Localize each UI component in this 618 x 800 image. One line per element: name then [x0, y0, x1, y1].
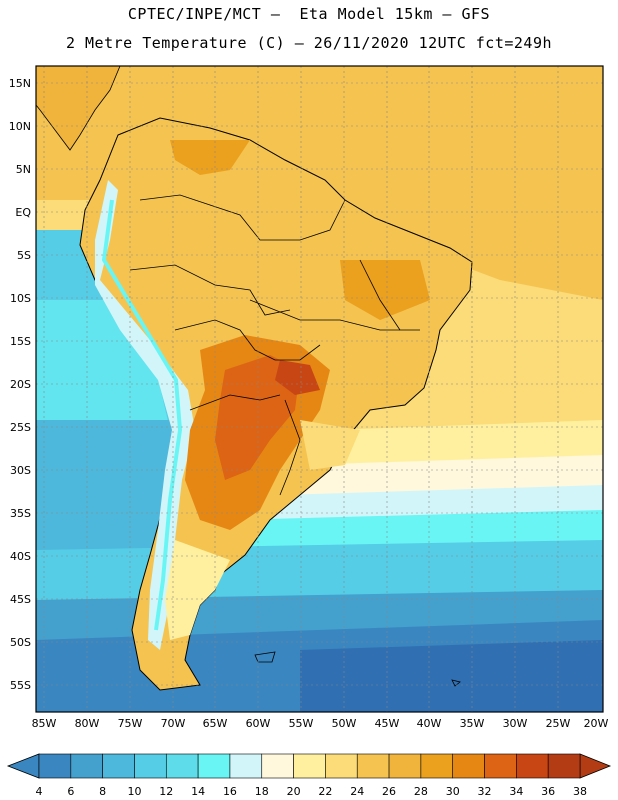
- lat-label: 5S: [17, 249, 31, 262]
- colorbar-cell: [197, 753, 231, 779]
- central-america: [36, 66, 121, 151]
- lat-label: 50S: [10, 636, 31, 649]
- andes-cold: [95, 180, 195, 650]
- map-frame: [35, 65, 604, 713]
- colorbar-label: 28: [414, 785, 428, 798]
- lat-label: 30S: [10, 464, 31, 477]
- lon-label: 60W: [246, 717, 271, 730]
- northern-warm: [170, 140, 250, 175]
- ocean-south-band-4: [300, 640, 603, 712]
- colorbar-cell: [102, 753, 135, 779]
- colorbar-cell: [516, 753, 549, 779]
- lat-label: 25S: [10, 421, 31, 434]
- lat-label: EQ: [15, 206, 31, 219]
- colorbar-label: 8: [99, 785, 106, 798]
- map-title: CPTEC/INPE/MCT – Eta Model 15km – GFS: [127, 5, 491, 23]
- falkland-islands: [254, 651, 276, 663]
- latitude-labels: 15N 10N 5N EQ 5S 10S 15S 20S 25S 30S 35S…: [9, 77, 32, 692]
- colorbar-cell: [325, 753, 358, 779]
- lat-label: 20S: [10, 378, 31, 391]
- lat-label: 5N: [16, 163, 31, 176]
- colorbar-cell: [261, 753, 294, 779]
- lat-label: 10N: [9, 120, 31, 133]
- colorbar-label: 12: [159, 785, 173, 798]
- lon-label: 70W: [161, 717, 186, 730]
- colorbar-label: 34: [509, 785, 523, 798]
- lon-label: 50W: [332, 717, 357, 730]
- south-brazil: [300, 420, 360, 470]
- colorbar-label: 20: [287, 785, 301, 798]
- colorbar-label: 22: [318, 785, 332, 798]
- lon-label: 20W: [584, 717, 609, 730]
- colorbar-cell: [165, 753, 199, 779]
- lon-label: 40W: [417, 717, 442, 730]
- colorbar-label: 14: [191, 785, 205, 798]
- colorbar-label: 10: [127, 785, 141, 798]
- very-hot-region: [215, 355, 300, 480]
- colorbar-cell: [420, 753, 454, 779]
- lat-label: 10S: [10, 292, 31, 305]
- colorbar-label: 26: [382, 785, 396, 798]
- lon-label: 30W: [503, 717, 528, 730]
- colorbar-label: 4: [36, 785, 43, 798]
- colorbar-cell: [388, 753, 422, 779]
- lon-label: 75W: [118, 717, 143, 730]
- lon-label: 35W: [460, 717, 485, 730]
- lat-label: 35S: [10, 507, 31, 520]
- map-subtitle: 2 Metre Temperature (C) – 26/11/2020 12U…: [65, 34, 553, 52]
- colorbar-label: 32: [478, 785, 492, 798]
- colorbar: 4 6 8 10 12 14 16 18 20 22 24 26 28 30 32 34 36 38: [6, 753, 612, 798]
- colorbar-cell: [38, 753, 72, 779]
- colorbar-label: 24: [350, 785, 364, 798]
- lat-label: 15N: [9, 77, 31, 90]
- colorbar-label: 18: [255, 785, 269, 798]
- lat-label: 15S: [10, 335, 31, 348]
- colorbar-low-arrow: [6, 753, 40, 779]
- longitude-labels: 85W 80W 75W 70W 65W 60W 55W 50W 45W 40W …: [32, 717, 609, 730]
- lon-label: 55W: [289, 717, 314, 730]
- colorbar-cell: [229, 753, 263, 779]
- colorbar-label: 30: [446, 785, 460, 798]
- lon-label: 45W: [375, 717, 400, 730]
- colorbar-cell: [452, 753, 485, 779]
- country-borders: [129, 194, 420, 496]
- hottest-core: [275, 360, 320, 395]
- lon-label: 65W: [203, 717, 228, 730]
- colorbar-cell: [70, 753, 103, 779]
- colorbar-cell: [134, 753, 167, 779]
- lon-label: 85W: [32, 717, 57, 730]
- lat-label: 40S: [10, 550, 31, 563]
- lon-label: 80W: [75, 717, 100, 730]
- colorbar-cell: [293, 753, 326, 779]
- lat-label: 55S: [10, 679, 31, 692]
- colorbar-cell: [484, 753, 517, 779]
- colorbar-label: 38: [573, 785, 587, 798]
- south-georgia: [451, 679, 461, 687]
- northeast-warm: [340, 260, 430, 320]
- andes-ridge: [101, 199, 183, 631]
- lon-label: 25W: [546, 717, 571, 730]
- colorbar-cell: [356, 753, 390, 779]
- patagonia: [165, 540, 230, 640]
- lat-label: 45S: [10, 593, 31, 606]
- colorbar-label: 16: [223, 785, 237, 798]
- colorbar-label: 6: [67, 785, 74, 798]
- colorbar-cell: [547, 753, 581, 779]
- colorbar-label: 36: [541, 785, 555, 798]
- colorbar-high-arrow: [579, 753, 612, 779]
